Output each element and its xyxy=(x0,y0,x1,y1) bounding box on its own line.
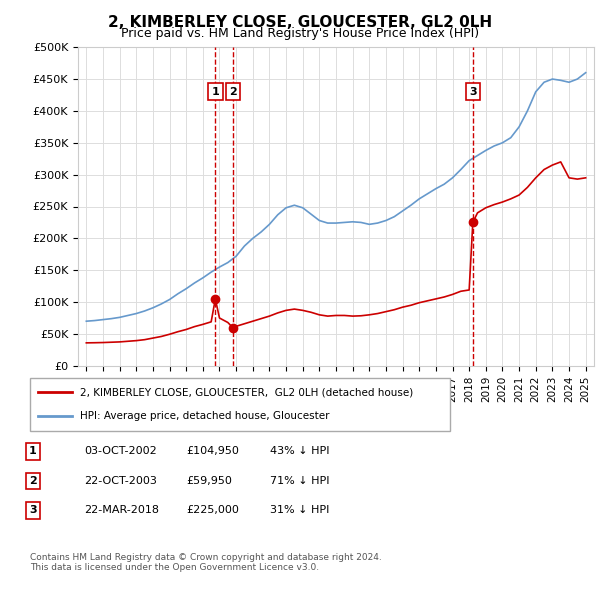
Text: 1: 1 xyxy=(29,447,37,456)
FancyBboxPatch shape xyxy=(30,378,450,431)
Text: 3: 3 xyxy=(29,506,37,515)
Text: £225,000: £225,000 xyxy=(186,506,239,515)
Text: 31% ↓ HPI: 31% ↓ HPI xyxy=(270,506,329,515)
Text: 03-OCT-2002: 03-OCT-2002 xyxy=(84,447,157,456)
Text: 2, KIMBERLEY CLOSE, GLOUCESTER, GL2 0LH: 2, KIMBERLEY CLOSE, GLOUCESTER, GL2 0LH xyxy=(108,15,492,30)
Text: 2, KIMBERLEY CLOSE, GLOUCESTER,  GL2 0LH (detached house): 2, KIMBERLEY CLOSE, GLOUCESTER, GL2 0LH … xyxy=(80,388,413,398)
Text: 2: 2 xyxy=(29,476,37,486)
Text: £59,950: £59,950 xyxy=(186,476,232,486)
Text: Contains HM Land Registry data © Crown copyright and database right 2024.
This d: Contains HM Land Registry data © Crown c… xyxy=(30,553,382,572)
Text: 71% ↓ HPI: 71% ↓ HPI xyxy=(270,476,329,486)
Text: 22-OCT-2003: 22-OCT-2003 xyxy=(84,476,157,486)
Text: Price paid vs. HM Land Registry's House Price Index (HPI): Price paid vs. HM Land Registry's House … xyxy=(121,27,479,40)
Text: 22-MAR-2018: 22-MAR-2018 xyxy=(84,506,159,515)
Text: 1: 1 xyxy=(211,87,219,97)
Text: 43% ↓ HPI: 43% ↓ HPI xyxy=(270,447,329,456)
Text: 3: 3 xyxy=(469,87,476,97)
Text: 2: 2 xyxy=(229,87,236,97)
Text: £104,950: £104,950 xyxy=(186,447,239,456)
Text: HPI: Average price, detached house, Gloucester: HPI: Average price, detached house, Glou… xyxy=(80,411,330,421)
